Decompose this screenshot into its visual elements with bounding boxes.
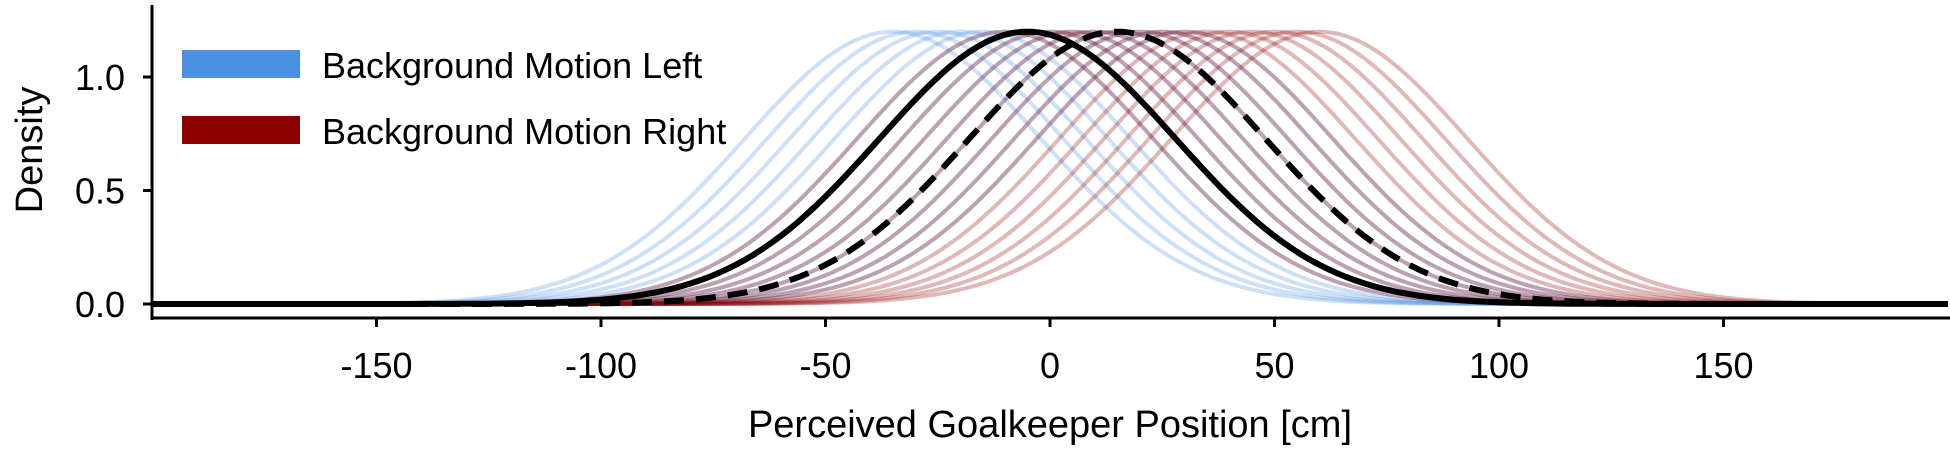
y-tick-label: 0.5 <box>75 171 125 212</box>
x-ticks: -150 -100 -50 0 50 100 150 <box>340 318 1753 386</box>
legend-swatch-right <box>182 116 300 144</box>
x-axis-label: Perceived Goalkeeper Position [cm] <box>748 404 1352 446</box>
y-tick-label: 1.0 <box>75 57 125 98</box>
x-tick-label: 50 <box>1254 345 1294 386</box>
x-tick-label: -100 <box>565 345 637 386</box>
x-tick-label: 100 <box>1469 345 1529 386</box>
x-tick-label: -50 <box>799 345 851 386</box>
legend: Background Motion Left Background Motion… <box>182 45 726 152</box>
legend-label-right: Background Motion Right <box>322 111 726 152</box>
y-tick-label: 0.0 <box>75 284 125 325</box>
y-axis-label: Density <box>9 87 51 214</box>
x-tick-label: -150 <box>340 345 412 386</box>
y-ticks: 0.0 0.5 1.0 <box>75 57 152 325</box>
legend-swatch-left <box>182 50 300 78</box>
x-tick-label: 0 <box>1040 345 1060 386</box>
legend-label-left: Background Motion Left <box>322 45 702 86</box>
x-tick-label: 150 <box>1693 345 1753 386</box>
